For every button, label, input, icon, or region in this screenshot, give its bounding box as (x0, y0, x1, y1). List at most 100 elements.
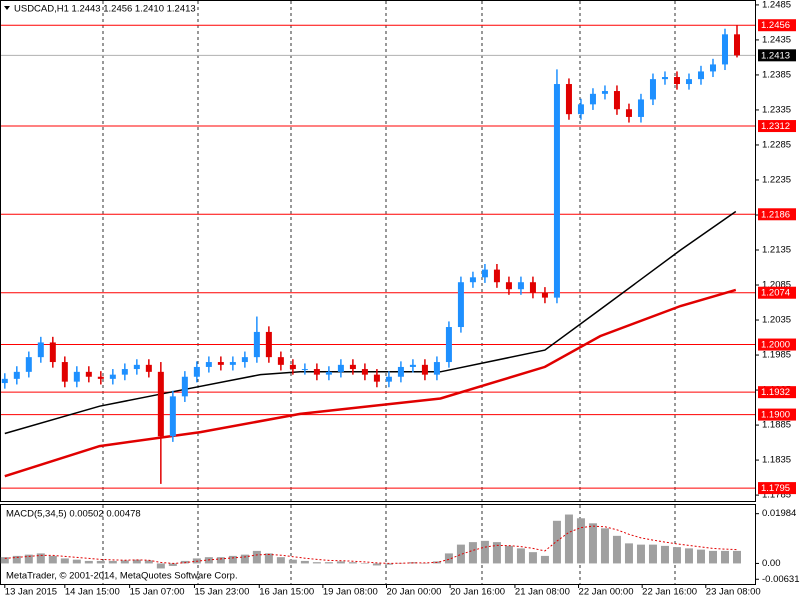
macd-bar (72, 559, 81, 564)
macd-bar (36, 553, 45, 564)
current-price-label: 1.2413 (761, 50, 790, 61)
macd-bar (720, 550, 729, 564)
y-tick-label: 1.2435 (762, 34, 791, 45)
macd-bar (276, 557, 285, 564)
candle-body (685, 79, 692, 85)
candle-body (505, 282, 512, 290)
level-label-box (758, 482, 796, 495)
x-tick-label: 13 Jan 2015 (5, 587, 57, 598)
candle-body (121, 369, 128, 375)
candle-body (193, 366, 200, 377)
main-frame (0, 0, 756, 502)
level-label-box (758, 19, 796, 32)
macd-bar (348, 562, 357, 564)
macd-bar (612, 535, 621, 564)
candle-body (61, 362, 68, 382)
level-label-box (758, 386, 796, 399)
candle-body (385, 376, 392, 382)
candle-body (37, 342, 44, 358)
y-tick-label: 1.2085 (762, 280, 791, 291)
y-tick-label: -0.00631 (762, 574, 800, 585)
x-tick-label: 22 Jan 00:00 (579, 587, 634, 598)
x-tick-label: 21 Jan 08:00 (515, 587, 570, 598)
candle-body (205, 362, 212, 367)
candle-body (145, 364, 152, 372)
candle-body (709, 64, 716, 72)
chart-title: USDCAD,H1 1.2443 1.2456 1.2410 1.2413 (14, 4, 196, 15)
level-label-box (758, 286, 796, 299)
level-label-box (758, 408, 796, 421)
macd-bar (132, 559, 141, 564)
x-tick-label: 14 Jan 15:00 (65, 587, 120, 598)
moving-average (4, 288, 737, 478)
y-tick-label: 1.2035 (762, 315, 791, 326)
macd-bar (480, 540, 489, 564)
macd-bar (0, 557, 9, 564)
candle-body (433, 362, 440, 375)
level-label: 1.1900 (761, 410, 790, 421)
level-label: 1.1932 (761, 387, 790, 398)
macd-bar (24, 554, 33, 564)
candle-body (481, 269, 488, 278)
candle-body (325, 371, 332, 375)
candle-body (217, 362, 224, 365)
macd-bar (648, 544, 657, 564)
candle-body (721, 34, 728, 65)
candle-body (661, 77, 668, 80)
candle-body (361, 369, 368, 375)
macd-bar (456, 544, 465, 564)
candle-body (457, 282, 464, 328)
candle-body (337, 364, 344, 372)
candle-body (469, 277, 476, 283)
candle-body (637, 99, 644, 117)
candle-body (277, 357, 284, 365)
x-tick-label: 23 Jan 08:00 (706, 587, 761, 598)
macd-bar (372, 563, 381, 566)
candle-body (133, 364, 140, 370)
macd-bar (48, 555, 57, 564)
macd-bar (288, 559, 297, 564)
y-tick-label: 0.00 (762, 558, 781, 569)
macd-title: MACD(5,34,5) 0.00502 0.00478 (6, 509, 141, 520)
x-tick-label: 15 Jan 07:00 (130, 587, 185, 598)
y-tick-label: 1.2135 (762, 245, 791, 256)
candle-body (697, 71, 704, 80)
candle-body (553, 84, 560, 298)
y-tick-label: 1.1835 (762, 455, 791, 466)
candle-body (265, 331, 272, 358)
macd-bar (564, 514, 573, 564)
macd-bar (84, 560, 93, 564)
macd-bar (300, 560, 309, 564)
x-tick-label: 16 Jan 15:00 (259, 587, 314, 598)
candle-body (73, 371, 80, 382)
candle-body (589, 93, 596, 105)
candle-body (253, 331, 260, 358)
candle-body (397, 366, 404, 377)
y-tick-label: 1.2485 (762, 0, 791, 10)
candle-body (85, 371, 92, 377)
macd-bar (324, 562, 333, 564)
candle-body (373, 374, 380, 382)
current-price-box (758, 49, 796, 62)
dropdown-icon[interactable] (4, 6, 10, 10)
candle-body (97, 376, 104, 379)
candle-body (421, 364, 428, 375)
macd-bar (228, 555, 237, 564)
macd-bar (384, 563, 393, 565)
y-tick-label: 1.2235 (762, 174, 791, 185)
level-label: 1.2186 (761, 209, 790, 220)
macd-bar (60, 558, 69, 564)
y-tick-label: 1.2285 (762, 139, 791, 150)
macd-bar (516, 548, 525, 564)
macd-bar (588, 523, 597, 564)
macd-bar (540, 555, 549, 564)
macd-bar (468, 542, 477, 564)
candle-body (409, 364, 416, 367)
candle-body (313, 369, 320, 375)
macd-bar (732, 550, 741, 564)
macd-bar (660, 545, 669, 564)
candle-body (541, 292, 548, 298)
macd-bar (528, 552, 537, 564)
